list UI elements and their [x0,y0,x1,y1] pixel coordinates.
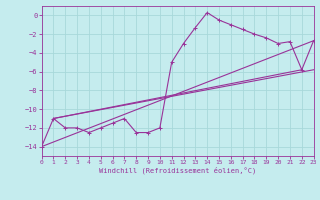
X-axis label: Windchill (Refroidissement éolien,°C): Windchill (Refroidissement éolien,°C) [99,167,256,174]
